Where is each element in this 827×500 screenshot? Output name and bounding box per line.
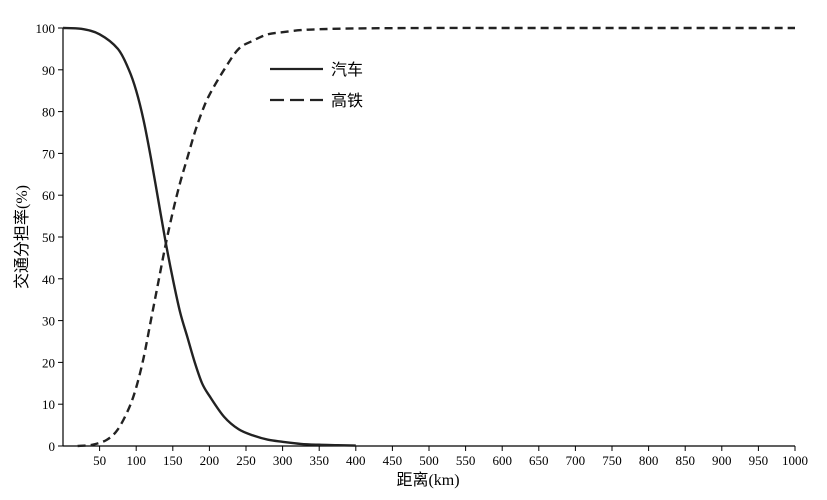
series-layer — [62, 26, 795, 448]
x-tick-label: 1000 — [782, 453, 808, 468]
x-tick-label: 750 — [602, 453, 622, 468]
x-tick-label: 700 — [566, 453, 586, 468]
y-tick-label: 0 — [49, 439, 56, 454]
x-ticks: 50 100 150 200 250 300 350 400 450 500 550 600 650 70… — [93, 446, 808, 468]
x-tick-label: 800 — [639, 453, 659, 468]
plot-area: 0 10 20 30 40 50 60 70 80 90 100 50 100 150 200 250 300… — [36, 21, 809, 468]
x-tick-label: 100 — [126, 453, 146, 468]
x-tick-label: 150 — [163, 453, 183, 468]
x-tick-label: 500 — [419, 453, 439, 468]
legend-label-car: 汽车 — [331, 61, 363, 79]
x-tick-label: 300 — [273, 453, 293, 468]
y-tick-label: 30 — [42, 314, 55, 329]
x-tick-label: 50 — [93, 453, 106, 468]
y-axis-title: 交通分担率(%) — [13, 185, 31, 289]
series-line-hsr — [77, 26, 795, 448]
x-axis-title: 距离(km) — [396, 471, 459, 489]
x-tick-label: 350 — [309, 453, 329, 468]
x-tick-label: 200 — [200, 453, 220, 468]
x-tick-label: 550 — [456, 453, 476, 468]
x-tick-label: 250 — [236, 453, 256, 468]
y-tick-label: 10 — [42, 397, 55, 412]
y-tick-label: 90 — [42, 63, 55, 78]
y-tick-label: 50 — [42, 230, 55, 245]
y-tick-label: 20 — [42, 355, 55, 370]
y-tick-label: 80 — [42, 105, 55, 120]
x-tick-label: 450 — [383, 453, 403, 468]
y-tick-label: 40 — [42, 272, 55, 287]
x-tick-label: 600 — [492, 453, 512, 468]
y-tick-label: 60 — [42, 188, 55, 203]
x-tick-label: 650 — [529, 453, 549, 468]
legend: 汽车 高铁 — [270, 61, 363, 110]
y-tick-label: 70 — [42, 146, 55, 161]
x-tick-label: 900 — [712, 453, 732, 468]
series-line-car — [62, 26, 356, 447]
x-tick-label: 950 — [749, 453, 769, 468]
x-tick-label: 400 — [346, 453, 366, 468]
x-tick-label: 850 — [675, 453, 695, 468]
legend-label-hsr: 高铁 — [331, 92, 363, 110]
y-ticks: 0 10 20 30 40 50 60 70 80 90 100 — [36, 21, 63, 454]
y-tick-label: 100 — [36, 21, 56, 36]
